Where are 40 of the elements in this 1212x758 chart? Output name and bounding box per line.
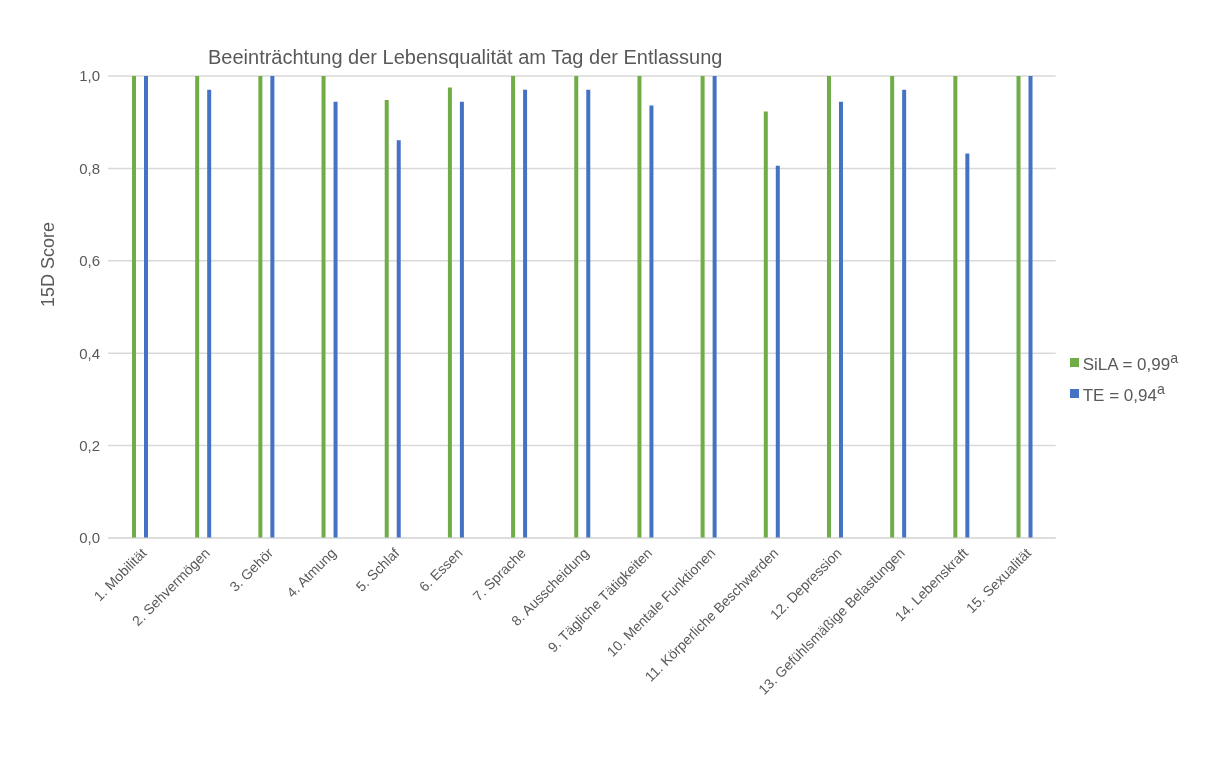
y-tick-label: 0,0 [79, 529, 100, 547]
bar [258, 76, 263, 538]
chart-title: Beeinträchtung der Lebensqualität am Tag der Entlassung [208, 46, 723, 69]
bar [965, 153, 970, 538]
bar [396, 140, 401, 538]
legend-label: SiLA = 0,99$^{a}$ [1082, 350, 1178, 375]
bar [586, 89, 591, 538]
bar [838, 101, 843, 538]
bar [574, 76, 579, 538]
bar [700, 76, 705, 538]
bar [523, 89, 528, 538]
bar [953, 76, 958, 538]
bar [826, 76, 831, 538]
y-tick-label: 0,8 [79, 159, 100, 177]
bar [637, 76, 642, 538]
bar [384, 100, 389, 538]
bar [763, 111, 768, 538]
bar [195, 76, 200, 538]
bar [712, 76, 717, 538]
bar [132, 76, 137, 538]
y-axis-title: 15D Score [38, 221, 59, 307]
bar [459, 101, 464, 538]
bar [511, 76, 516, 538]
y-tick-label: 1,0 [79, 67, 100, 85]
bar [207, 89, 212, 538]
y-tick-label: 0,2 [79, 436, 100, 454]
bar [321, 76, 326, 538]
legend-label: TE = 0,94$^{a}$ [1082, 381, 1165, 406]
bar [447, 87, 452, 538]
bar [902, 89, 907, 538]
bar [1028, 76, 1033, 538]
bar [775, 165, 780, 538]
bar [890, 76, 895, 538]
bar [649, 105, 654, 538]
y-tick-label: 0,6 [79, 252, 100, 270]
bar [270, 76, 275, 538]
y-tick-label: 0,4 [79, 344, 100, 362]
bar [1016, 76, 1021, 538]
bar [333, 101, 338, 538]
bar [144, 76, 149, 538]
